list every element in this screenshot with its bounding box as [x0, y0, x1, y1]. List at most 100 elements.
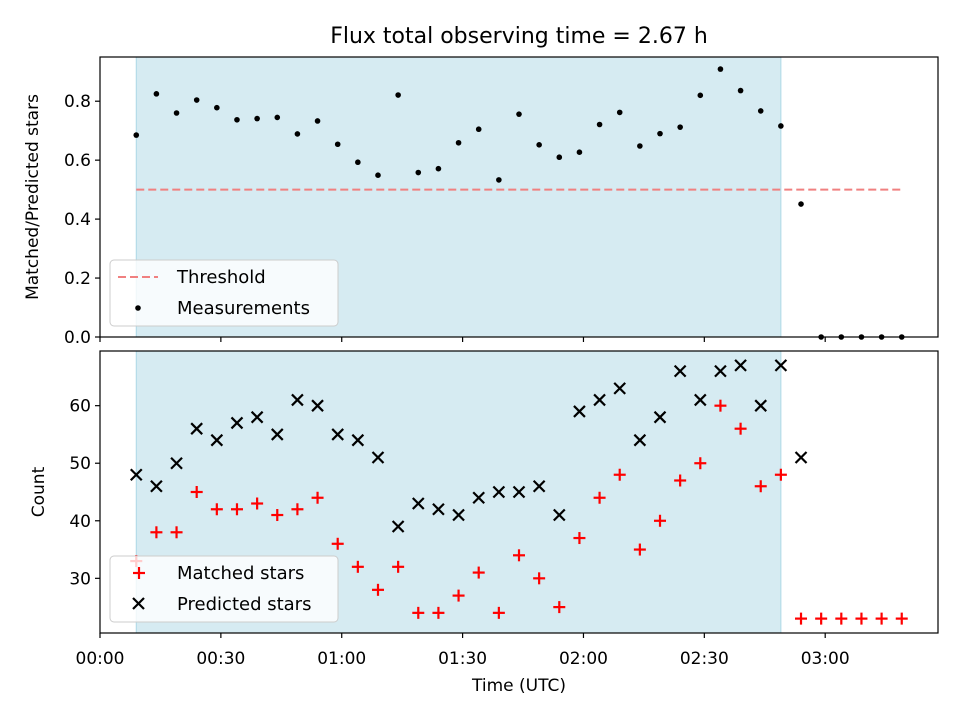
x-tick-label: 01:30 — [438, 649, 487, 669]
matched-star-marker — [291, 503, 304, 516]
measurement-point — [274, 114, 281, 121]
y-tick-label: 50 — [69, 454, 91, 474]
legend-predicted-swatch — [132, 597, 145, 610]
matched-star-marker — [654, 514, 667, 527]
legend-measurements-swatch — [135, 305, 141, 311]
x-axis-label: Time (UTC) — [471, 676, 566, 696]
predicted-star-marker — [351, 433, 365, 447]
matched-star-marker — [613, 468, 626, 481]
matched-star-marker — [331, 537, 344, 550]
measurement-point — [475, 126, 482, 133]
y-tick-label: 0.8 — [64, 92, 91, 112]
matched-star-marker — [150, 526, 163, 539]
matched-star-marker — [412, 606, 425, 619]
predicted-star-marker — [452, 508, 465, 522]
predicted-star-marker — [291, 393, 304, 407]
x-tick-label: 02:30 — [680, 649, 729, 669]
legend-matched-label: Matched stars — [177, 563, 304, 584]
matched-star-marker — [633, 543, 646, 556]
measurement-point — [334, 141, 341, 148]
predicted-star-marker — [754, 399, 768, 412]
y-tick-label: 60 — [69, 397, 91, 417]
measurement-point — [234, 116, 240, 123]
legend-measurements-label: Measurements — [177, 298, 310, 319]
measurement-point — [435, 165, 442, 172]
matched-star-marker — [533, 572, 546, 585]
matched-star-marker — [553, 601, 566, 614]
matched-star-marker — [573, 532, 586, 545]
measurement-point — [415, 169, 422, 176]
measurement-point — [616, 109, 623, 116]
measurement-point — [556, 154, 563, 161]
matched-star-marker — [472, 566, 485, 579]
measurement-point — [355, 159, 361, 166]
measurement-point — [254, 115, 260, 122]
count-legend: Matched stars Predicted stars — [109, 555, 339, 623]
matched-star-marker — [694, 457, 707, 470]
measurement-point — [314, 118, 321, 124]
predicted-star-marker — [714, 364, 727, 378]
x-tick-label: 00:30 — [196, 649, 245, 669]
matched-star-marker — [875, 612, 888, 625]
measurement-point — [516, 111, 522, 117]
matched-star-marker — [311, 491, 324, 504]
predicted-star-marker — [150, 479, 163, 493]
matched-star-marker — [190, 486, 203, 498]
matched-star-marker — [714, 399, 727, 412]
x-tick-label: 00:00 — [76, 649, 125, 669]
count-y-ticks: 30 40 50 60 — [69, 397, 100, 589]
matched-star-marker — [593, 491, 606, 504]
matched-star-marker — [210, 503, 223, 516]
ratio-y-ticks: 0.0 0.2 0.4 0.6 0.8 — [64, 92, 100, 348]
ratio-y-axis-label: Matched/Predicted stars — [23, 94, 43, 300]
measurement-point — [193, 97, 200, 103]
matched-star-marker — [432, 606, 445, 619]
measurement-point — [798, 201, 804, 207]
matched-star-marker — [895, 612, 908, 625]
measurement-point — [375, 172, 381, 178]
matched-star-marker — [734, 422, 747, 435]
predicted-star-marker — [492, 485, 506, 499]
ratio-panel: 0.0 0.2 0.4 0.6 0.8 Flux total observing tim… — [23, 24, 939, 348]
predicted-star-marker — [311, 399, 324, 412]
measurement-point — [496, 177, 502, 183]
predicted-star-marker — [170, 456, 183, 470]
predicted-star-marker — [190, 422, 203, 435]
predicted-star-marker — [331, 428, 344, 441]
predicted-star-marker — [472, 491, 485, 505]
chart-title: Flux total observing time = 2.67 h — [330, 24, 708, 49]
measurement-point — [395, 92, 401, 98]
measurement-point — [717, 66, 724, 72]
predicted-star-marker — [794, 451, 808, 464]
predicted-star-marker — [371, 451, 385, 464]
matched-star-marker — [835, 612, 848, 625]
predicted-star-marker — [250, 410, 264, 424]
measurement-point — [677, 124, 683, 130]
predicted-star-marker — [633, 433, 647, 447]
ratio-legend: Threshold Measurements — [109, 259, 339, 327]
measurement-points — [133, 66, 905, 340]
predicted-star-marker — [553, 508, 566, 522]
measurement-point — [455, 139, 462, 146]
y-tick-label: 0.4 — [64, 210, 91, 230]
predicted-star-marker — [573, 405, 586, 418]
count-legend-box — [109, 555, 339, 623]
predicted-star-marker — [694, 393, 707, 407]
measurement-point — [536, 142, 542, 148]
matched-star-marker — [492, 606, 505, 619]
x-tick-label: 01:00 — [317, 649, 366, 669]
matched-star-marker — [271, 509, 284, 522]
x-tick-label: 03:00 — [801, 649, 850, 669]
count-y-axis-label: Count — [29, 466, 49, 517]
predicted-star-marker — [412, 497, 425, 510]
predicted-star-marker — [270, 428, 284, 441]
legend-predicted-label: Predicted stars — [177, 594, 311, 615]
measurement-point — [757, 108, 764, 114]
ratio-axes-frame — [99, 56, 939, 338]
measurement-point — [596, 121, 603, 128]
y-tick-label: 40 — [69, 512, 91, 532]
matched-star-marker — [230, 503, 243, 516]
matched-star-marker — [170, 526, 183, 539]
